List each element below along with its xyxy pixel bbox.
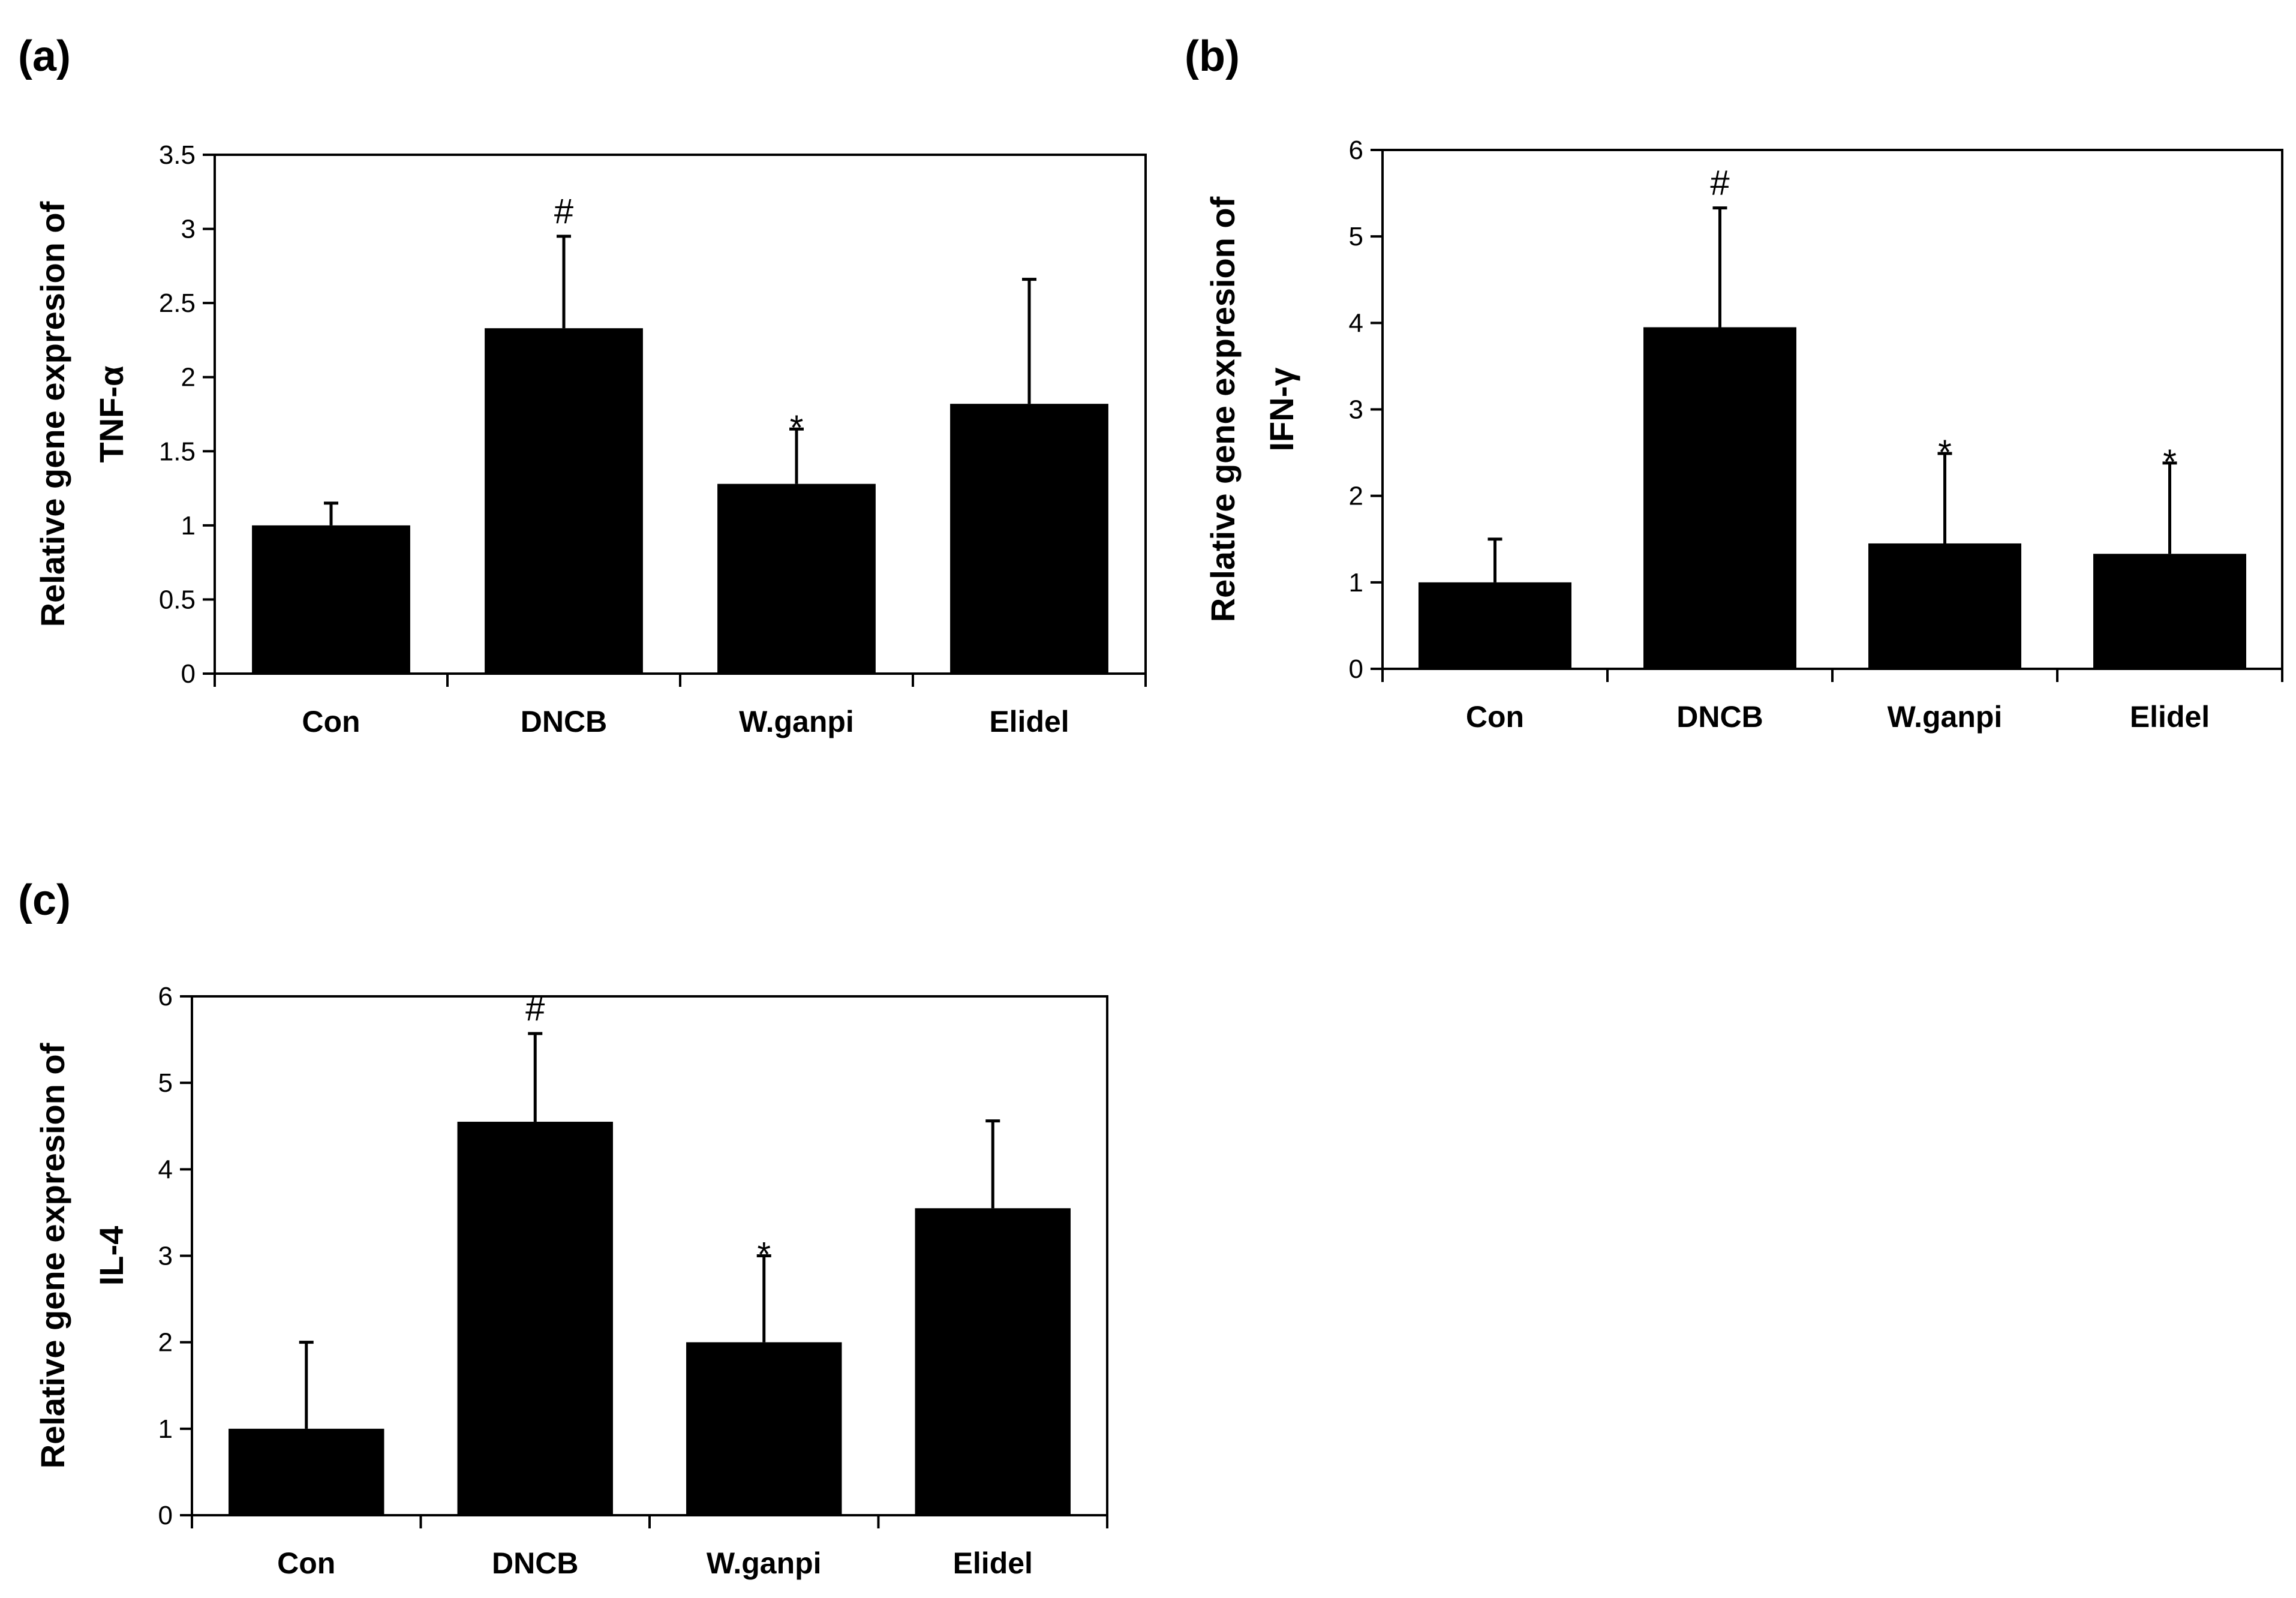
x-category-label: W.ganpi <box>739 705 854 738</box>
panel-label: (c) <box>18 876 71 924</box>
panel-label: (b) <box>1185 32 1240 80</box>
x-category-label: W.ganpi <box>1888 700 2003 734</box>
bar <box>1419 582 1571 669</box>
bar <box>252 525 410 674</box>
x-category-label: Con <box>1466 700 1524 734</box>
significance-hash: # <box>1710 164 1729 203</box>
y-tick-label: 0 <box>1349 654 1363 684</box>
panel-b: (b) 0 1 2 3 4 5 6 Con # DNCB * W.ganpi * Elidel Relativ… <box>1185 32 2283 734</box>
x-category-label: Elidel <box>989 705 1069 738</box>
y-tick-label: 1 <box>1349 568 1363 597</box>
y-tick-label: 6 <box>158 982 173 1011</box>
significance-star: * <box>2163 443 2177 482</box>
y-axis-label: Relative gene expresion of <box>34 201 71 627</box>
x-category-label: Elidel <box>953 1546 1033 1580</box>
bar <box>485 328 643 674</box>
y-tick-label: 3 <box>181 215 196 244</box>
panel-a: (a) 0 0.5 1 1.5 2 2.5 3 3.5 Con # DNCB * W.ganpi Elide… <box>18 32 1147 738</box>
significance-hash: # <box>554 192 573 231</box>
bar <box>717 483 876 674</box>
y-tick-label: 4 <box>1349 308 1363 338</box>
y-axis-label: Relative gene expresion of <box>1204 196 1242 622</box>
panel-label: (a) <box>18 32 71 80</box>
y-tick-label: 5 <box>1349 222 1363 251</box>
y-tick-label: 5 <box>158 1068 173 1098</box>
bar <box>686 1342 842 1515</box>
bar <box>1868 543 2021 669</box>
y-tick-label: 4 <box>158 1155 173 1184</box>
y-tick-label: 1 <box>181 511 196 540</box>
significance-hash: # <box>525 989 545 1028</box>
y-tick-label: 0 <box>158 1501 173 1530</box>
x-category-label: Elidel <box>2130 700 2210 734</box>
y-tick-label: 0.5 <box>159 585 196 614</box>
x-category-label: W.ganpi <box>707 1546 822 1580</box>
y-tick-label: 2 <box>1349 482 1363 511</box>
y-tick-label: 3.5 <box>159 140 196 170</box>
x-category-label: Con <box>302 705 360 738</box>
x-category-label: Con <box>277 1546 335 1580</box>
y-tick-label: 3 <box>1349 395 1363 425</box>
y-axis-label-gene: TNF-α <box>92 366 130 463</box>
y-tick-label: 2 <box>181 363 196 392</box>
y-tick-label: 6 <box>1349 136 1363 165</box>
y-tick-label: 3 <box>158 1242 173 1271</box>
bar <box>229 1428 384 1515</box>
x-category-label: DNCB <box>1676 700 1763 734</box>
x-category-label: DNCB <box>521 705 607 738</box>
y-tick-label: 0 <box>181 659 196 689</box>
bar <box>950 404 1108 674</box>
significance-star: * <box>790 408 804 447</box>
bar <box>915 1208 1071 1515</box>
bar <box>2093 554 2246 669</box>
y-axis-label: Relative gene expresion of <box>34 1043 71 1468</box>
bar <box>457 1122 613 1515</box>
y-tick-label: 1 <box>158 1414 173 1444</box>
y-tick-label: 2 <box>158 1328 173 1357</box>
significance-star: * <box>1938 433 1952 472</box>
panel-c: (c) 0 1 2 3 4 5 6 Con # DNCB * W.ganpi Elidel Relative… <box>18 876 1108 1580</box>
significance-star: * <box>757 1236 771 1275</box>
y-axis-label-gene: IFN-γ <box>1263 368 1300 452</box>
y-tick-label: 2.5 <box>159 289 196 318</box>
x-category-label: DNCB <box>492 1546 578 1580</box>
y-axis-label-gene: IL-4 <box>92 1226 130 1286</box>
bar <box>1643 327 1796 669</box>
y-tick-label: 1.5 <box>159 437 196 466</box>
